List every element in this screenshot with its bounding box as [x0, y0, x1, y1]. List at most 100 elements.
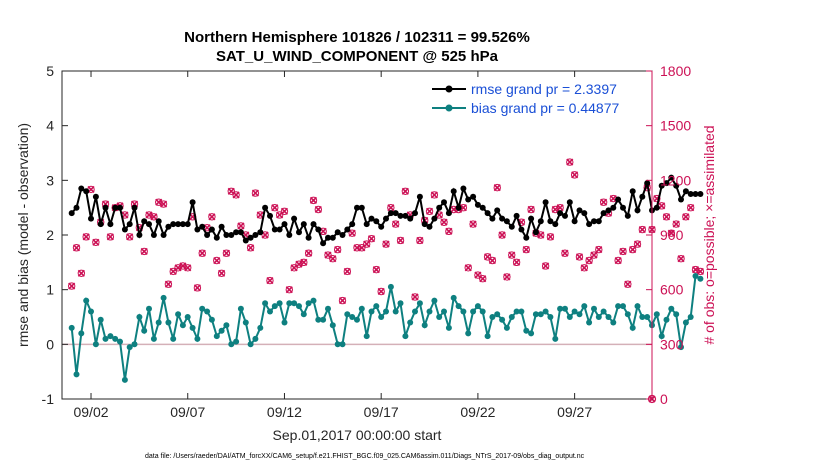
rmse-data-point	[257, 229, 264, 236]
rmse-data-point	[329, 234, 336, 241]
obs-count-marker	[445, 227, 453, 236]
bias-data-point	[329, 322, 336, 329]
rmse-data-point	[441, 199, 447, 206]
rmse-data-point	[397, 212, 404, 219]
rmse-data-point	[383, 215, 389, 222]
rmse-data-point	[489, 215, 496, 222]
bias-data-point	[208, 316, 215, 323]
x-tick-label: 09/12	[267, 404, 302, 420]
bias-data-point	[300, 311, 307, 318]
bias-data-point	[387, 283, 394, 290]
rmse-data-point	[155, 218, 162, 225]
obs-count-marker	[599, 198, 608, 206]
rmse-data-point	[591, 218, 597, 225]
rmse-data-point	[223, 232, 230, 238]
data-file-footnote: data file: /Users/raeder/DAI/ATM_forcXX/…	[145, 453, 585, 460]
rmse-data-point	[557, 210, 564, 217]
bias-data-point	[658, 333, 665, 340]
y-right-tick-label: 900	[660, 227, 684, 243]
rmse-data-point	[562, 212, 568, 219]
bias-data-point	[102, 335, 109, 342]
bias-data-point	[252, 335, 259, 342]
obs-count-marker	[387, 203, 395, 212]
rmse-data-point	[146, 221, 152, 228]
bias-data-point	[112, 335, 119, 342]
rmse-data-point	[416, 193, 423, 200]
bias-data-point	[499, 316, 506, 323]
rmse-data-point	[610, 204, 617, 211]
rmse-data-point	[692, 191, 699, 197]
bias-data-point	[494, 311, 501, 318]
bias-data-point	[271, 303, 278, 310]
bias-data-point	[354, 316, 360, 323]
y-left-tick-label: 1	[46, 282, 54, 298]
bias-data-point	[267, 308, 273, 315]
rmse-data-point	[620, 204, 626, 211]
rmse-data-point	[204, 232, 211, 238]
bias-data-point	[131, 341, 138, 348]
bias-data-point	[107, 333, 114, 340]
bias-data-point	[165, 319, 172, 326]
rmse-data-point	[199, 223, 206, 230]
bias-series-line	[70, 274, 701, 381]
rmse-data-point	[542, 199, 549, 206]
obs-count-marker	[150, 213, 158, 221]
obs-count-marker	[208, 213, 216, 221]
obs-count-marker	[314, 205, 323, 214]
bias-data-point	[484, 333, 491, 340]
obs-count-marker	[541, 262, 550, 270]
obs-count-marker	[614, 256, 622, 265]
rmse-data-point	[668, 174, 675, 181]
bias-data-point	[624, 311, 631, 318]
bias-data-point	[334, 341, 341, 348]
bias-data-point	[310, 297, 317, 304]
obs-count-marker	[246, 244, 255, 252]
obs-count-marker	[372, 265, 381, 274]
bias-data-point	[581, 303, 588, 310]
bias-data-point	[591, 305, 597, 312]
obs-count-marker	[498, 231, 506, 239]
bias-data-point	[233, 338, 240, 345]
rmse-data-point	[523, 234, 530, 241]
x-tick-label: 09/02	[73, 404, 108, 420]
bias-data-point	[445, 324, 452, 331]
rmse-data-point	[431, 215, 438, 222]
bias-data-point	[532, 311, 539, 318]
obs-count-marker	[67, 282, 76, 290]
rmse-data-point	[513, 212, 520, 219]
rmse-data-point	[126, 221, 133, 228]
x-axis: 09/02 09/07 09/12 09/17 09/22 09/27	[73, 71, 592, 420]
rmse-data-point	[663, 180, 670, 187]
x-tick-label: 09/17	[364, 404, 399, 420]
obs-count-marker	[271, 203, 279, 212]
obs-count-marker	[300, 258, 308, 267]
rmse-data-point	[402, 212, 409, 219]
rmse-data-point	[470, 193, 477, 200]
bias-data-point	[668, 305, 675, 312]
rmse-data-point	[262, 204, 269, 211]
bias-data-point	[155, 319, 162, 326]
bias-data-point	[78, 330, 85, 337]
rmse-data-point	[450, 188, 457, 195]
bias-data-point	[257, 324, 264, 331]
rmse-data-point	[571, 218, 578, 225]
rmse-data-point	[218, 223, 225, 230]
obs-count-marker	[575, 253, 584, 261]
bias-data-point	[595, 314, 602, 320]
obs-count-marker	[222, 249, 231, 257]
obs-count-marker	[338, 296, 347, 305]
x-tick-label: 09/07	[170, 404, 205, 420]
rmse-data-point	[305, 234, 312, 241]
obs-count-marker	[198, 249, 206, 257]
rmse-data-point	[233, 229, 240, 236]
bias-data-point	[179, 322, 186, 329]
rmse-data-point	[281, 221, 288, 228]
bias-data-point	[615, 303, 622, 310]
bias-data-point	[450, 294, 457, 301]
obs-count-marker	[251, 189, 260, 197]
rmse-data-point	[421, 221, 428, 228]
rmse-data-point	[378, 223, 385, 230]
rmse-data-point	[102, 204, 109, 211]
bias-data-point	[523, 327, 530, 334]
